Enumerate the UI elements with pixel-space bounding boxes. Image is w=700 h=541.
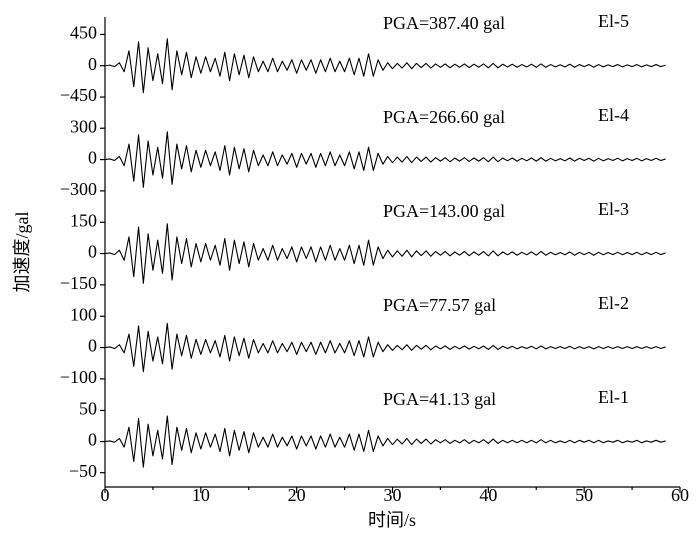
record-name: El-4: [598, 105, 629, 125]
y-tick-label: 0: [88, 430, 97, 450]
y-tick-label: −150: [60, 273, 97, 293]
record-name: El-1: [598, 387, 629, 407]
waveform: [104, 415, 666, 468]
y-axis-label: 加速度/gal: [12, 212, 32, 293]
y-tick-label: 150: [70, 210, 97, 230]
x-tick-label: 40: [479, 485, 497, 505]
y-tick-label: 0: [88, 336, 97, 356]
y-tick-label: 300: [70, 116, 97, 136]
pga-annotation: PGA=41.13 gal: [383, 389, 496, 409]
waveform: [104, 223, 666, 284]
x-tick-label: 50: [575, 485, 593, 505]
y-tick-label: −50: [69, 461, 97, 481]
y-tick-label: −450: [60, 85, 97, 105]
y-tick-label: 0: [88, 148, 97, 168]
x-tick-label: 30: [384, 485, 402, 505]
x-tick-label: 0: [101, 485, 110, 505]
y-tick-label: 50: [79, 399, 97, 419]
record-name: El-3: [598, 199, 629, 219]
pga-annotation: PGA=387.40 gal: [383, 13, 505, 33]
record-name: El-2: [598, 293, 629, 313]
y-tick-label: 450: [70, 23, 97, 43]
y-tick-label: 0: [88, 242, 97, 262]
waveform: [104, 131, 666, 188]
y-tick-label: −100: [60, 367, 97, 387]
x-tick-label: 10: [192, 485, 210, 505]
waveform: [104, 38, 666, 94]
y-tick-label: 100: [70, 304, 97, 324]
pga-annotation: PGA=77.57 gal: [383, 295, 496, 315]
pga-annotation: PGA=266.60 gal: [383, 107, 505, 127]
waveform: [104, 322, 666, 373]
record-name: El-5: [598, 11, 629, 31]
x-tick-label: 60: [671, 485, 689, 505]
y-tick-label: −300: [60, 179, 97, 199]
x-tick-label: 20: [288, 485, 306, 505]
y-tick-label: 0: [88, 54, 97, 74]
x-axis-label: 时间/s: [368, 510, 416, 530]
pga-annotation: PGA=143.00 gal: [383, 201, 505, 221]
